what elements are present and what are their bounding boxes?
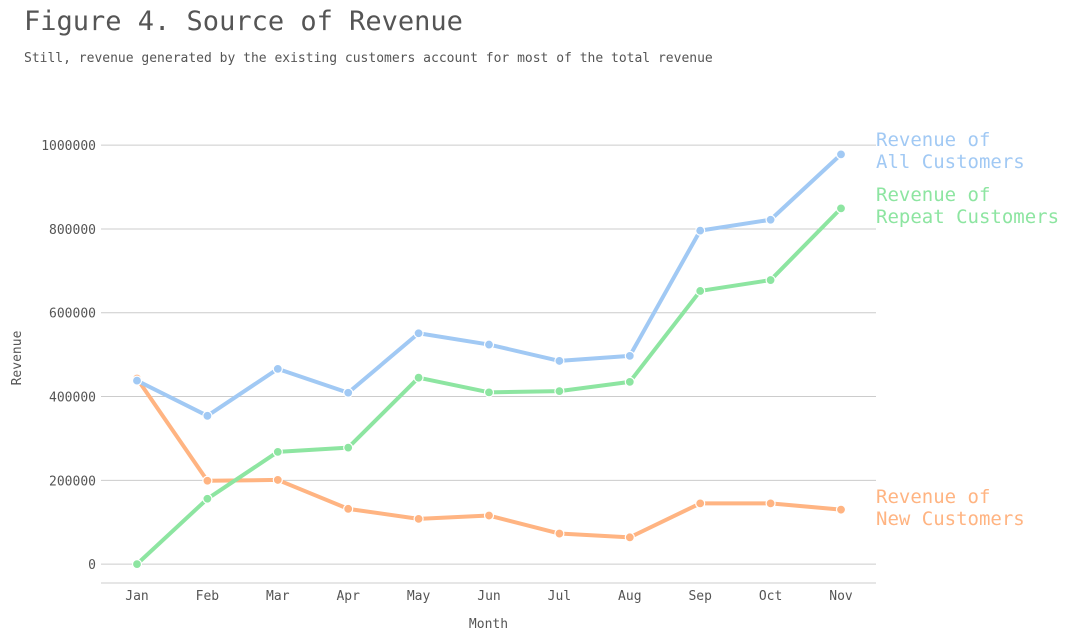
x-tick-label: May	[407, 589, 431, 604]
data-point-repeat	[202, 493, 213, 504]
x-tick-label: Nov	[829, 589, 853, 604]
data-point-repeat	[272, 446, 283, 457]
series-all	[131, 149, 847, 421]
data-point-repeat	[554, 385, 565, 397]
gridlines	[101, 144, 876, 565]
data-point-new	[413, 513, 424, 524]
x-axis-label: Month	[469, 617, 508, 632]
data-point-new	[202, 475, 213, 486]
data-point-repeat	[343, 442, 354, 453]
x-tick-label: Jan	[125, 589, 148, 604]
data-point-all	[413, 328, 424, 339]
y-tick-label: 1000000	[41, 139, 96, 154]
data-point-repeat	[695, 285, 706, 297]
data-point-new	[554, 528, 565, 539]
y-axis-label: Revenue	[10, 330, 25, 385]
x-axis-ticks: Jan Feb Mar Apr May Jun Jul Aug Sep Oct Nov	[125, 589, 853, 604]
data-point-new	[272, 474, 283, 486]
series-label-all: Revenue of All Customers	[876, 129, 1025, 173]
x-tick-label: Jul	[548, 589, 571, 604]
y-tick-label: 200000	[49, 474, 96, 489]
data-point-new	[624, 532, 635, 543]
data-point-all	[202, 410, 213, 421]
series-label-line: All Customers	[876, 151, 1025, 173]
data-point-all	[695, 225, 706, 236]
series-new	[131, 373, 847, 543]
x-tick-label: Mar	[266, 589, 290, 604]
data-point-repeat	[765, 274, 776, 286]
series-repeat	[131, 203, 847, 570]
series-label-repeat: Revenue of Repeat Customers	[876, 184, 1059, 228]
x-tick-label: Sep	[688, 589, 712, 604]
y-axis-ticks: 0 200000 400000 600000 800000 1000000	[41, 139, 96, 573]
x-tick-label: Jun	[477, 589, 500, 604]
x-tick-label: Oct	[759, 589, 782, 604]
series-label-line: New Customers	[876, 508, 1025, 530]
x-tick-label: Apr	[336, 589, 360, 604]
y-tick-label: 800000	[49, 223, 96, 238]
data-point-all	[131, 375, 143, 386]
data-point-all	[765, 214, 776, 225]
y-tick-label: 600000	[49, 307, 96, 322]
data-point-new	[835, 504, 847, 515]
data-point-all	[835, 149, 847, 160]
y-tick-label: 400000	[49, 391, 96, 406]
data-point-new	[765, 498, 776, 509]
data-point-repeat	[413, 372, 424, 383]
y-tick-label: 0	[88, 558, 96, 573]
data-point-all	[343, 387, 354, 398]
data-point-all	[554, 355, 565, 367]
data-point-new	[483, 510, 495, 521]
chart-subtitle: Still, revenue generated by the existing…	[24, 51, 713, 66]
data-point-all	[624, 350, 635, 361]
series-label-line: Repeat Customers	[876, 206, 1059, 228]
data-point-new	[695, 498, 706, 509]
x-tick-label: Feb	[196, 589, 220, 604]
x-tick-label: Aug	[618, 589, 641, 604]
data-point-new	[343, 503, 354, 514]
series-label-line: Revenue of	[876, 184, 990, 206]
data-point-all	[483, 339, 495, 350]
data-point-all	[272, 363, 283, 374]
data-point-repeat	[624, 376, 635, 387]
data-point-repeat	[835, 203, 847, 214]
series-label-new: Revenue of New Customers	[876, 486, 1025, 530]
series-label-line: Revenue of	[876, 486, 990, 508]
series-layer	[131, 149, 847, 570]
data-point-repeat	[131, 559, 143, 570]
series-label-line: Revenue of	[876, 129, 990, 151]
data-point-repeat	[483, 387, 495, 398]
chart-title: Figure 4. Source of Revenue	[24, 6, 463, 37]
